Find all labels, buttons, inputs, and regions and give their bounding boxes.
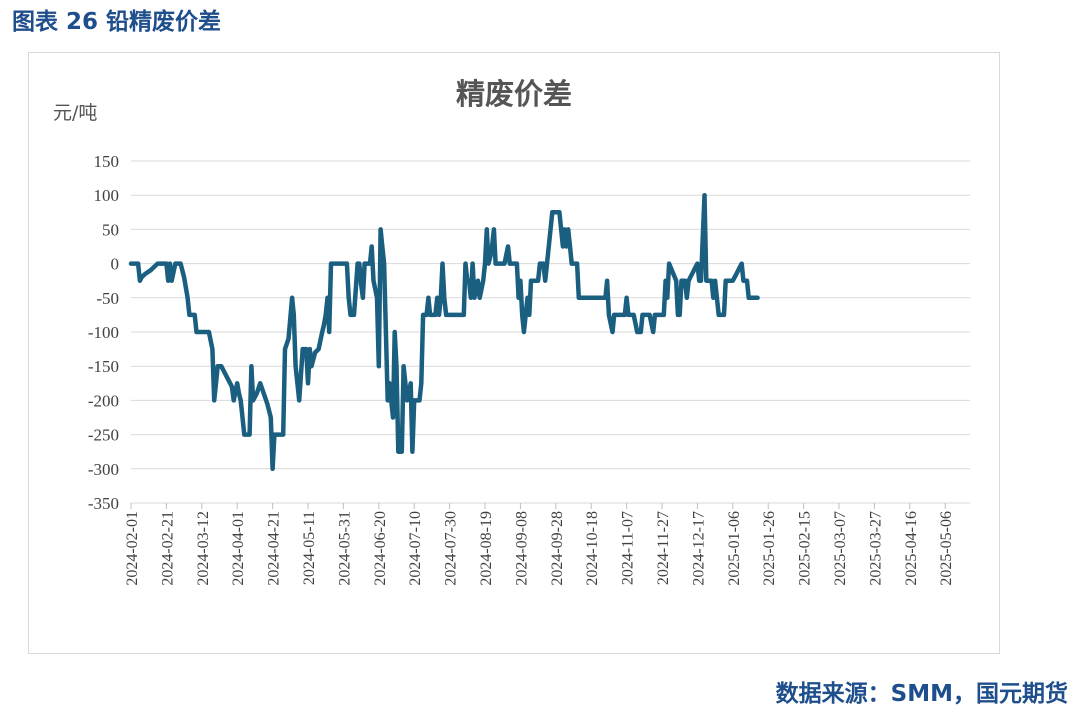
x-tick-label: 2025-03-07 xyxy=(832,511,849,586)
x-tick-label: 2025-02-15 xyxy=(797,511,814,586)
x-tick-label: 2025-05-06 xyxy=(938,511,955,586)
x-tick-label: 2024-04-01 xyxy=(230,511,247,586)
y-tick-label: -50 xyxy=(96,289,119,308)
x-tick-label: 2025-04-16 xyxy=(903,511,920,586)
x-tick-label: 2025-01-26 xyxy=(761,511,778,586)
x-tick-label: 2024-09-28 xyxy=(549,511,566,586)
x-tick-label: 2024-12-17 xyxy=(690,511,707,586)
x-tick-label: 2025-01-06 xyxy=(726,511,743,586)
x-tick-label: 2024-11-07 xyxy=(620,511,637,585)
chart-title: 精废价差 xyxy=(455,77,572,111)
x-tick-label: 2024-02-21 xyxy=(159,511,176,586)
x-tick-label: 2024-04-21 xyxy=(266,511,283,586)
y-tick-label: -250 xyxy=(88,426,119,445)
series-layer xyxy=(128,192,760,472)
x-tick-label: 2024-07-30 xyxy=(443,511,460,586)
chart-frame: 精废价差 元/吨 150 100 50 0 -50 -100 -150 -200 -250 -30… xyxy=(28,52,1000,654)
y-tick-label: 50 xyxy=(102,220,119,239)
y-tick-label: -350 xyxy=(88,494,119,513)
x-tick-label: 2024-06-20 xyxy=(372,511,389,586)
y-axis-unit: 元/吨 xyxy=(53,102,98,124)
x-tick-label: 2024-08-19 xyxy=(478,511,495,586)
y-tick-label: -200 xyxy=(88,391,119,410)
x-tick-label: 2024-03-12 xyxy=(195,511,212,586)
x-tick-label: 2024-11-27 xyxy=(655,511,672,585)
x-tick-label: 2024-09-08 xyxy=(513,511,530,586)
source-note: 数据来源：SMM，国元期货 xyxy=(775,681,1068,707)
x-tick-label: 2025-03-27 xyxy=(867,511,884,586)
x-tick-label: 2024-05-11 xyxy=(301,511,318,585)
y-tick-label: 100 xyxy=(94,186,120,205)
x-tick-label: 2024-07-10 xyxy=(407,511,424,586)
x-tick-label: 2024-02-01 xyxy=(124,511,141,586)
line-chart: 150 100 50 0 -50 -100 -150 -200 -250 -300 -350 202… xyxy=(88,152,970,586)
y-tick-label: -150 xyxy=(88,357,119,376)
x-tick-label: 2024-05-31 xyxy=(336,511,353,586)
y-tick-labels: 150 100 50 0 -50 -100 -150 -200 -250 -300 -350 xyxy=(88,152,119,513)
figure-title: 图表 26 铅精废价差 xyxy=(12,9,222,35)
y-tick-label: -300 xyxy=(88,460,119,479)
x-tick-label: 2024-10-18 xyxy=(584,511,601,586)
series-line-0 xyxy=(128,192,760,472)
x-tick-labels: 2024-02-01 2024-02-21 2024-03-12 2024-04-01… xyxy=(124,511,955,586)
y-tick-label: 0 xyxy=(111,255,120,274)
y-tick-label: 150 xyxy=(94,152,120,171)
y-tick-label: -100 xyxy=(88,323,119,342)
